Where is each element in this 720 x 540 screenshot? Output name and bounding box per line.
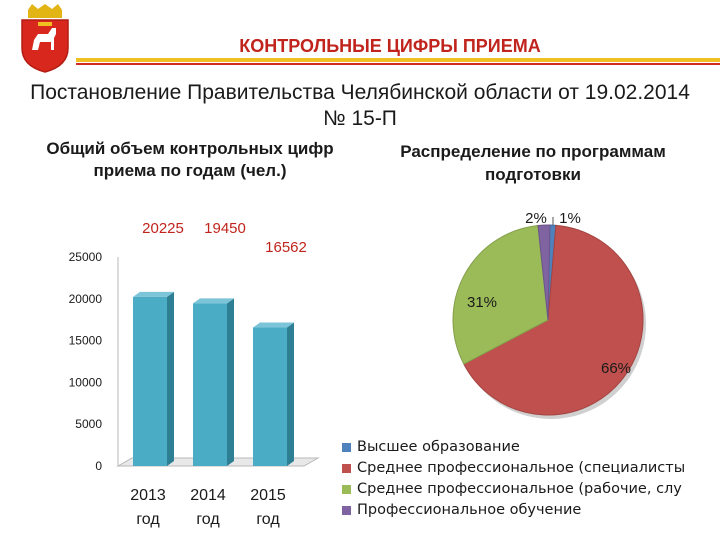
bar-side [167, 291, 174, 466]
bar [133, 291, 174, 466]
legend-item: Профессиональное обучение [342, 500, 720, 521]
y-tick-label: 10000 [69, 375, 103, 389]
y-tick-label: 20000 [69, 292, 103, 306]
bar-value-label: 20225 [142, 220, 184, 237]
x-category-label: год [136, 511, 160, 528]
bar-front [193, 303, 227, 466]
x-category-label: год [256, 511, 280, 528]
bar-value-label: 16562 [265, 239, 307, 256]
pie-legend: Высшее образование Среднее профессиональн… [342, 437, 720, 521]
bar-top [133, 291, 174, 297]
bar-front [133, 296, 167, 466]
legend-item: Высшее образование [342, 437, 720, 458]
y-tick-label: 0 [95, 459, 102, 473]
x-category-label: 2013 [130, 487, 166, 504]
pie-slice-label: 2% [525, 210, 547, 227]
legend-swatch [342, 506, 351, 515]
pie-slice [463, 224, 644, 416]
legend-swatch [342, 443, 351, 452]
x-category-label: год [196, 511, 220, 528]
bar-value-label: 19450 [204, 220, 246, 237]
pie-slice-label: 31% [467, 294, 497, 311]
bar [193, 298, 234, 466]
header-stripe-red [76, 63, 720, 65]
slide-title: КОНТРОЛЬНЫЕ ЦИФРЫ ПРИЕМА [239, 36, 541, 56]
bar-chart: 0 5000 10000 15000 20000 25000 2013 год 2014 год 2… [69, 220, 320, 528]
pie-chart-title: Распределение по программам подготовки [400, 142, 666, 184]
legend-swatch [342, 464, 351, 473]
y-tick-label: 25000 [69, 250, 103, 264]
header-stripe [76, 58, 720, 62]
coat-of-arms-logo [21, 4, 69, 73]
slide-subtitle: Постановление Правительства Челябинской … [30, 81, 690, 130]
legend-item: Среднее профессиональное (специалисты [342, 458, 720, 479]
legend-label: Профессиональное обучение [357, 502, 582, 518]
legend-item: Среднее профессиональное (рабочие, слу [342, 479, 720, 500]
pie-slice-label: 1% [559, 210, 581, 227]
x-category-label: 2015 [250, 487, 286, 504]
y-tick-label: 15000 [69, 334, 103, 348]
pie-slice [452, 224, 549, 365]
y-tick-label: 5000 [75, 417, 102, 431]
bar-top [253, 322, 294, 328]
legend-label: Среднее профессиональное (специалисты [357, 460, 686, 476]
x-category-label: 2014 [190, 487, 226, 504]
bar-chart-title: Общий объем контрольных цифр приема по г… [46, 139, 334, 180]
pie-chart: 1% 66% 31% 2% [452, 210, 646, 419]
bar-side [227, 298, 234, 466]
bar [253, 322, 294, 466]
bar-top [193, 298, 234, 304]
pie-slice [537, 224, 551, 321]
legend-label: Высшее образование [357, 439, 520, 455]
bar-side [287, 322, 294, 466]
bar-front [253, 327, 287, 466]
legend-swatch [342, 485, 351, 494]
legend-label: Среднее профессиональное (рабочие, слу [357, 481, 682, 497]
pie-slice-label: 66% [601, 360, 631, 377]
